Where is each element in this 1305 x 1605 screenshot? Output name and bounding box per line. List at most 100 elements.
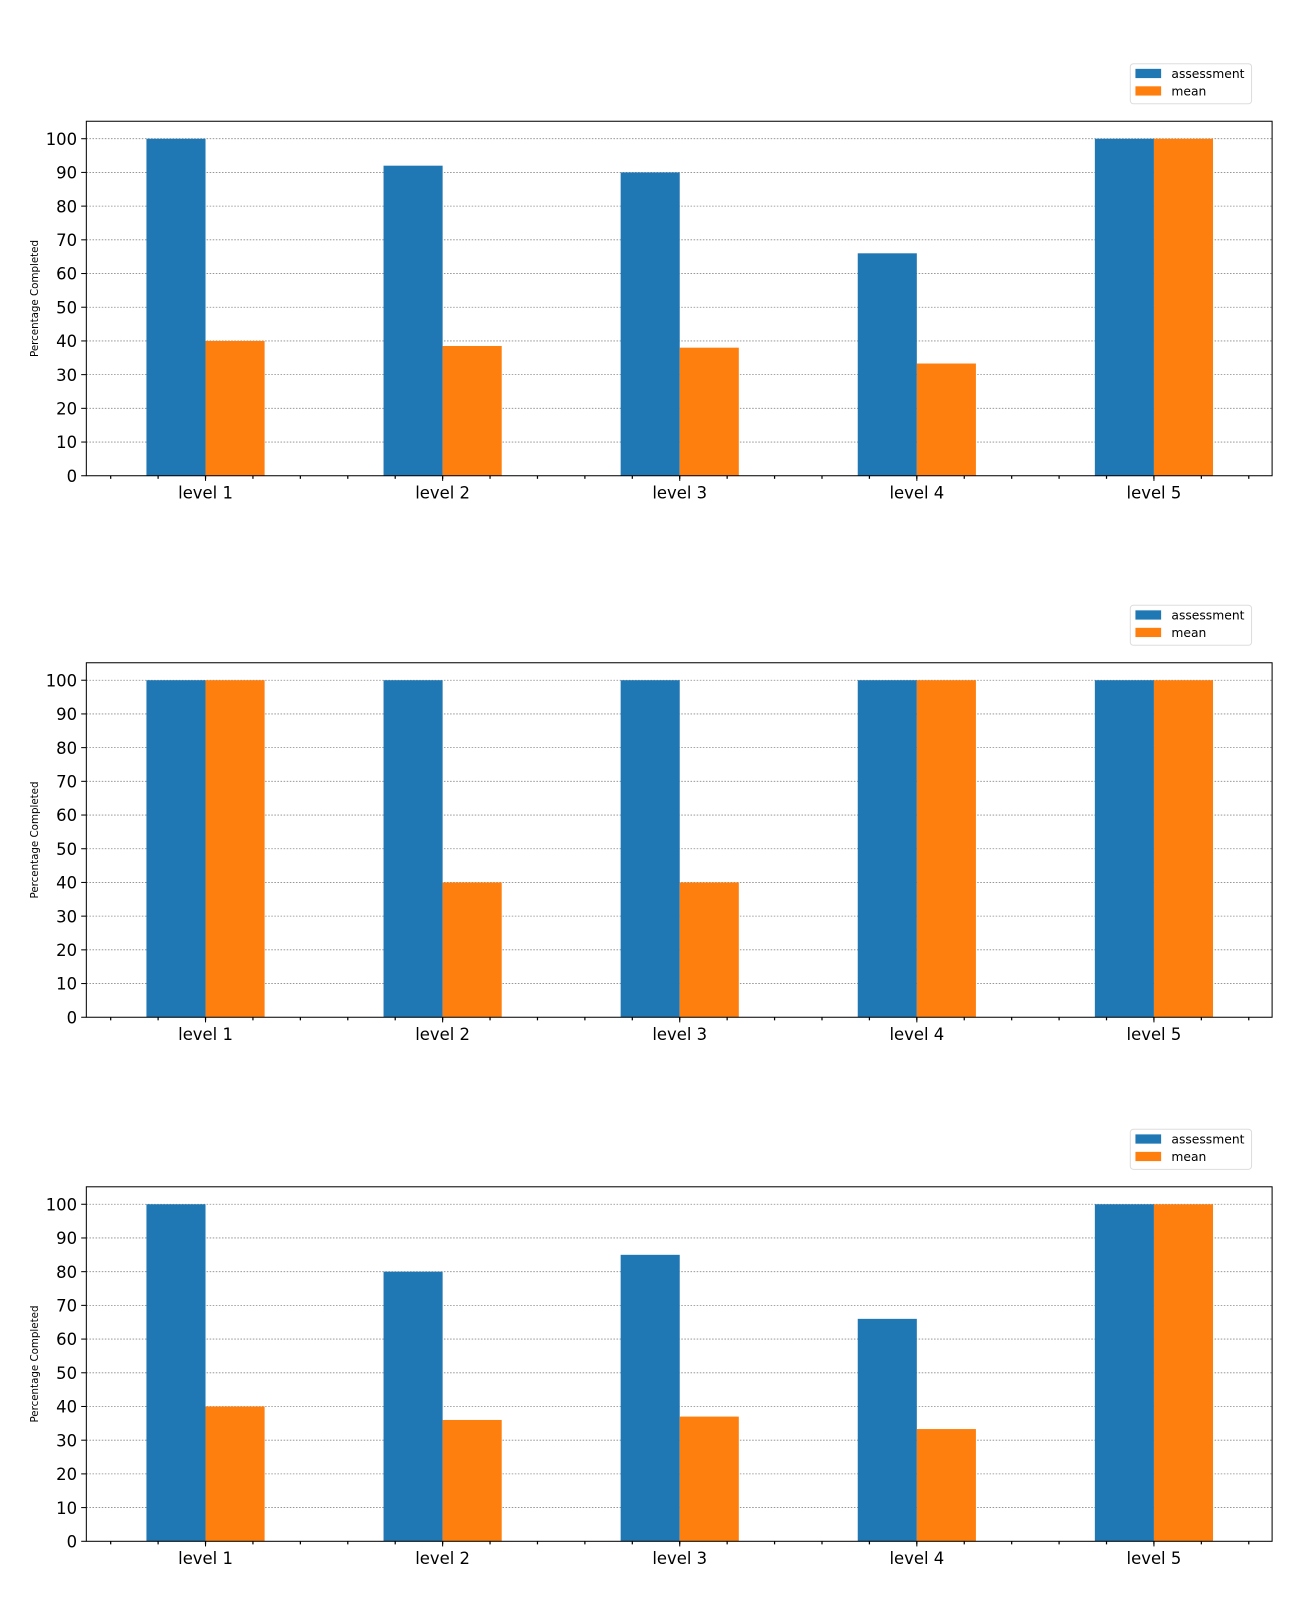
y-tick-label: 50 (56, 1364, 77, 1383)
y-tick-label: 90 (56, 1229, 77, 1248)
bar-mean-level-3 (679, 882, 739, 1018)
bar-assessment-level-3 (620, 1254, 680, 1542)
y-tick-label: 60 (56, 806, 77, 825)
bar-assessment-level-5 (1094, 680, 1154, 1018)
legend-swatch-mean (1135, 86, 1162, 96)
bar-assessment-level-3 (620, 680, 680, 1018)
legend-label-assessment: assessment (1171, 609, 1244, 623)
legend-label-assessment: assessment (1171, 67, 1244, 81)
y-tick-label: 10 (56, 975, 77, 994)
bar-mean-level-2 (442, 345, 502, 476)
bar-assessment-level-5 (1094, 138, 1154, 476)
legend: assessment mean (1129, 63, 1253, 105)
x-tick-label: level 1 (178, 1025, 233, 1044)
x-tick-label: level 3 (652, 483, 707, 502)
bar-mean-level-1 (205, 680, 265, 1018)
bar-mean-level-2 (442, 1419, 502, 1542)
bar-assessment-level-4 (857, 1318, 917, 1542)
bar-assessment-level-1 (146, 1204, 206, 1542)
y-tick-label: 80 (56, 739, 77, 758)
y-tick-label: 10 (56, 1499, 77, 1518)
y-tick-label: 60 (56, 265, 77, 284)
y-tick-label: 80 (56, 197, 77, 216)
y-tick-label: 70 (56, 1297, 77, 1316)
y-tick-label: 100 (46, 671, 77, 690)
y-tick-label: 20 (56, 941, 77, 960)
y-axis-label: Percentage Completed (29, 240, 41, 357)
legend-swatch-assessment (1135, 610, 1162, 620)
y-tick-label: 30 (56, 1431, 77, 1450)
bar-assessment-level-4 (857, 253, 917, 476)
bar-assessment-level-5 (1094, 1204, 1154, 1542)
y-tick-label: 20 (56, 1465, 77, 1484)
bar-chart-1: 0 10 20 30 40 50 60 70 80 90 100 level 1 level 2 leve… (29, 63, 1273, 502)
y-tick-label: 40 (56, 874, 77, 893)
x-tick-label: level 1 (178, 1549, 233, 1568)
bar-mean-level-2 (442, 882, 502, 1018)
legend: assessment mean (1129, 1128, 1253, 1170)
legend-label-assessment: assessment (1171, 1133, 1244, 1147)
legend-swatch-assessment (1135, 68, 1162, 79)
bar-mean-level-4 (916, 363, 976, 476)
bar-mean-level-1 (205, 1406, 265, 1542)
legend-swatch-assessment (1135, 1134, 1162, 1144)
x-tick-label: level 1 (178, 483, 233, 502)
bar-mean-level-1 (205, 340, 265, 476)
y-tick-label: 50 (56, 840, 77, 859)
y-tick-label: 0 (67, 1008, 77, 1027)
y-tick-label: 10 (56, 433, 77, 452)
y-tick-label: 90 (56, 705, 77, 724)
bar-chart-3: 0 10 20 30 40 50 60 70 80 90 100 level 1 level 2 leve… (29, 1128, 1273, 1568)
y-tick-label: 0 (67, 467, 77, 486)
bar-mean-level-5 (1153, 138, 1214, 476)
bar-mean-level-4 (916, 1429, 976, 1542)
bar-mean-level-5 (1153, 680, 1214, 1018)
y-tick-label: 50 (56, 298, 77, 317)
x-tick-label: level 5 (1127, 483, 1182, 502)
bar-mean-level-5 (1153, 1204, 1214, 1542)
y-tick-label: 90 (56, 164, 77, 183)
legend-label-mean: mean (1171, 1150, 1206, 1164)
y-tick-label: 40 (56, 1398, 77, 1417)
y-tick-label: 20 (56, 400, 77, 419)
y-tick-label: 0 (67, 1532, 77, 1551)
legend-label-mean: mean (1171, 626, 1206, 640)
y-tick-label: 60 (56, 1330, 77, 1349)
y-tick-label: 40 (56, 332, 77, 351)
bar-assessment-level-2 (383, 165, 443, 476)
x-tick-label: level 4 (889, 1025, 944, 1044)
x-tick-label: level 2 (415, 1549, 470, 1568)
x-tick-label: level 5 (1127, 1025, 1182, 1044)
bar-assessment-level-3 (620, 172, 680, 476)
y-axis-label: Percentage Completed (29, 1306, 41, 1423)
bar-assessment-level-4 (857, 680, 917, 1018)
x-tick-label: level 2 (415, 1025, 470, 1044)
legend-swatch-mean (1135, 1151, 1162, 1162)
x-tick-label: level 2 (415, 483, 470, 502)
x-tick-label: level 4 (889, 483, 944, 502)
y-axis-label: Percentage Completed (29, 781, 41, 898)
y-tick-label: 80 (56, 1263, 77, 1282)
y-tick-label: 100 (46, 130, 77, 149)
bar-chart-2: 0 10 20 30 40 50 60 70 80 90 100 level 1 level 2 leve… (29, 604, 1273, 1044)
x-tick-label: level 3 (652, 1025, 707, 1044)
y-tick-label: 30 (56, 907, 77, 926)
x-tick-label: level 5 (1127, 1549, 1182, 1568)
bar-mean-level-4 (916, 680, 976, 1018)
legend: assessment mean (1129, 604, 1253, 646)
x-tick-label: level 3 (652, 1549, 707, 1568)
legend-label-mean: mean (1171, 85, 1206, 99)
y-tick-label: 100 (46, 1195, 77, 1214)
y-tick-label: 30 (56, 366, 77, 385)
y-tick-label: 70 (56, 772, 77, 791)
bar-assessment-level-1 (146, 138, 206, 476)
y-tick-label: 70 (56, 231, 77, 250)
bar-mean-level-3 (679, 1416, 739, 1542)
x-tick-label: level 4 (889, 1549, 944, 1568)
bar-assessment-level-1 (146, 680, 206, 1018)
legend-swatch-mean (1135, 627, 1162, 638)
bar-assessment-level-2 (383, 680, 443, 1018)
bar-mean-level-3 (679, 347, 739, 476)
bar-assessment-level-2 (383, 1271, 443, 1542)
